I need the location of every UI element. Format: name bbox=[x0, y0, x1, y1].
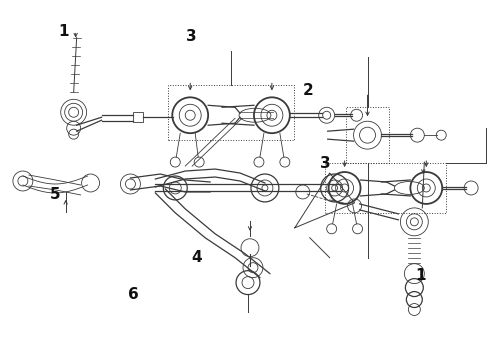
Text: 1: 1 bbox=[416, 267, 426, 283]
Bar bbox=[133, 112, 144, 122]
Text: 3: 3 bbox=[320, 156, 331, 171]
Text: 1: 1 bbox=[58, 24, 69, 39]
Text: 5: 5 bbox=[50, 187, 61, 202]
Text: 6: 6 bbox=[128, 287, 139, 302]
Text: 4: 4 bbox=[191, 249, 201, 265]
Text: 3: 3 bbox=[186, 29, 196, 44]
Text: 2: 2 bbox=[303, 83, 314, 98]
